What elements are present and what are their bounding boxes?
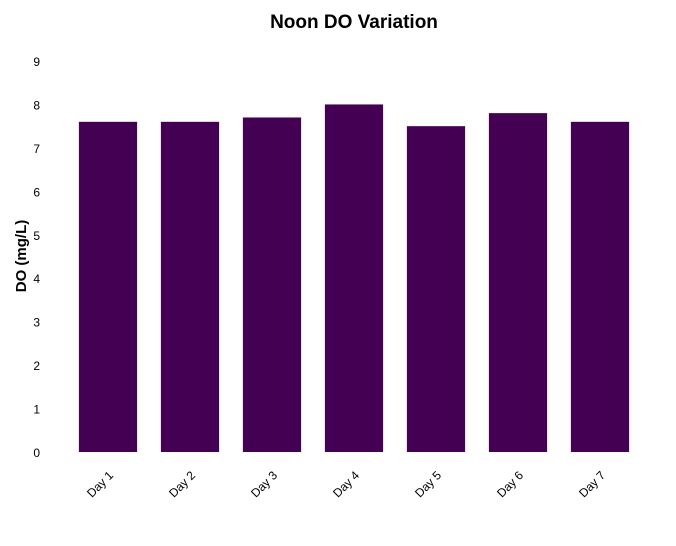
bar-day-1 [78,121,138,452]
x-tick-label: Day 4 [330,468,362,500]
bars-group [78,104,630,453]
y-tick-label: 3 [33,316,40,330]
y-tick-label: 7 [33,142,40,156]
y-tick-label: 8 [33,98,40,112]
x-axis-ticks: Day 1 Day 2 Day 3 Day 4 Day 5 Day 6 Day 7 [84,468,608,500]
bar-day-7 [570,121,630,452]
x-tick-label: Day 6 [494,468,526,500]
x-tick-label: Day 7 [576,468,608,500]
x-tick-label: Day 1 [84,468,116,500]
bar-day-4 [324,104,384,452]
x-tick-label: Day 2 [166,468,198,500]
y-tick-label: 9 [33,55,40,69]
y-tick-label: 4 [33,272,40,286]
y-tick-label: 1 [33,403,40,417]
y-tick-label: 5 [33,229,40,243]
y-tick-label: 2 [33,359,40,373]
y-tick-label: 6 [33,185,40,199]
y-tick-label: 0 [33,446,40,460]
x-tick-label: Day 3 [248,468,280,500]
y-axis-ticks: 0 1 2 3 4 5 6 7 8 9 [33,55,40,460]
bar-day-3 [242,117,302,452]
x-tick-label: Day 5 [412,468,444,500]
bar-day-2 [160,121,220,452]
y-axis-label: DO (mg/L) [13,220,30,293]
bar-day-5 [406,126,466,453]
chart-title: Noon DO Variation [270,12,438,33]
bar-day-6 [488,113,548,452]
